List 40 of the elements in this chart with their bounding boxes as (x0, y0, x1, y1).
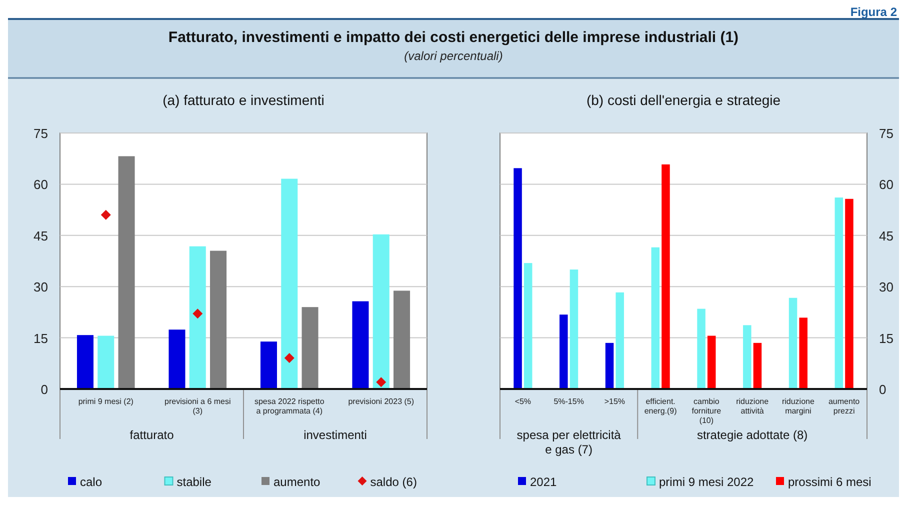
chart-title: Fatturato, investimenti e impatto dei costi energetici delle imprese industriali (1) (168, 29, 739, 46)
x-tick-label: previsioni 2023 (5) (348, 397, 414, 406)
y-tick-label: 45 (34, 228, 48, 244)
y-tick-label: 15 (879, 330, 894, 346)
y-tick-label: 0 (879, 382, 886, 397)
text: Figura 2 (850, 5, 898, 19)
x-tick-label: cambio forniture (10) (692, 397, 722, 426)
text: spesa per elettricità e gas (7) (516, 428, 622, 456)
legend-label: primi 9 mesi 2022 (659, 475, 754, 489)
y-tick-label: 45 (879, 228, 894, 244)
legend-label: aumento (274, 475, 321, 489)
x-tick-label: >15% (604, 397, 626, 406)
y-tick-label: 30 (879, 280, 894, 295)
legend-label: 2021 (530, 475, 558, 489)
x-tick-label: spesa 2022 rispetto a programmata (4) (254, 397, 325, 416)
chart-title: (b) costi dell'energia e strategie (586, 92, 781, 108)
x-tick-label: primi 9 mesi (2) (78, 397, 134, 406)
text: investimenti (304, 428, 367, 442)
text: (a) fatturato e investimenti (162, 92, 324, 108)
x-tick-label: 5%-15% (554, 397, 584, 406)
x-tick-label: efficient. energ.(9) (644, 397, 678, 416)
y-tick-label: 75 (34, 126, 48, 141)
legend-label: stabile (176, 475, 212, 489)
y-tick-label: 60 (34, 177, 48, 192)
legend-label: calo (80, 475, 102, 489)
y-tick-label: 60 (879, 177, 894, 192)
text: strategie adottate (8) (696, 428, 808, 442)
x-tick-label: riduzione attività (736, 397, 770, 416)
legend-label: prossimi 6 mesi (788, 475, 872, 489)
y-tick-label: 0 (40, 382, 48, 397)
x-tick-label: riduzione margini (782, 397, 815, 416)
y-tick-label: 30 (34, 280, 48, 295)
x-tick-label: previsioni a 6 mesi (3) (164, 397, 231, 416)
text: (valori percentuali) (404, 49, 503, 63)
legend-label: saldo (6) (370, 475, 417, 489)
text: fatturato (130, 428, 174, 442)
x-tick-label: aumento prezzi (828, 397, 860, 416)
x-tick-label: <5% (514, 397, 532, 406)
y-tick-label: 15 (34, 330, 48, 346)
y-tick-label: 75 (879, 126, 894, 141)
